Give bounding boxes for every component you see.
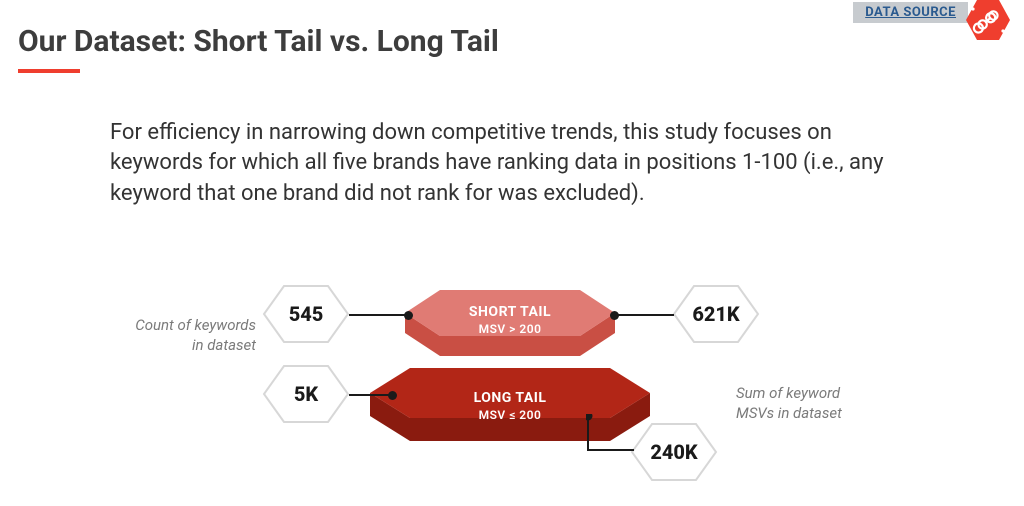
left-caption-text: Count of keywords in dataset: [135, 316, 256, 354]
right-caption: Sum of keyword MSVs in dataset: [736, 384, 896, 423]
tier-label-long-tail: LONG TAIL MSV ≤ 200: [430, 390, 590, 422]
tier-subtitle-long: MSV ≤ 200: [430, 408, 590, 422]
tier-subtitle-short: MSV > 200: [430, 322, 590, 336]
page-title: Our Dataset: Short Tail vs. Long Tail: [18, 24, 499, 59]
connector-long-right: [586, 414, 646, 458]
dataset-diagram: SHORT TAIL MSV > 200 LONG TAIL MSV ≤ 200…: [130, 258, 890, 488]
data-source-label: DATA SOURCE: [865, 5, 956, 20]
connector-short-right: [614, 314, 674, 316]
description-text: For efficiency in narrowing down competi…: [110, 118, 920, 209]
tier-label-short-tail: SHORT TAIL MSV > 200: [430, 304, 590, 336]
connector-short-left: [349, 314, 409, 316]
stat-hex-short-right: 621K: [672, 284, 760, 344]
stat-hex-short-left: 545: [262, 284, 350, 344]
title-block: Our Dataset: Short Tail vs. Long Tail: [18, 24, 499, 73]
title-underline: [18, 69, 80, 73]
link-icon[interactable]: [966, 0, 1010, 40]
tier-title-short: SHORT TAIL: [430, 304, 590, 320]
tier-title-long: LONG TAIL: [430, 390, 590, 406]
right-caption-text: Sum of keyword MSVs in dataset: [736, 384, 842, 422]
connector-long-left: [349, 394, 393, 396]
stat-hex-long-left: 5K: [262, 364, 350, 424]
data-source-badge[interactable]: DATA SOURCE: [853, 2, 968, 23]
stat-value-long-left: 5K: [262, 382, 350, 406]
stat-value-short-left: 545: [262, 302, 350, 326]
stat-value-short-right: 621K: [672, 302, 760, 326]
left-caption: Count of keywords in dataset: [106, 316, 256, 355]
